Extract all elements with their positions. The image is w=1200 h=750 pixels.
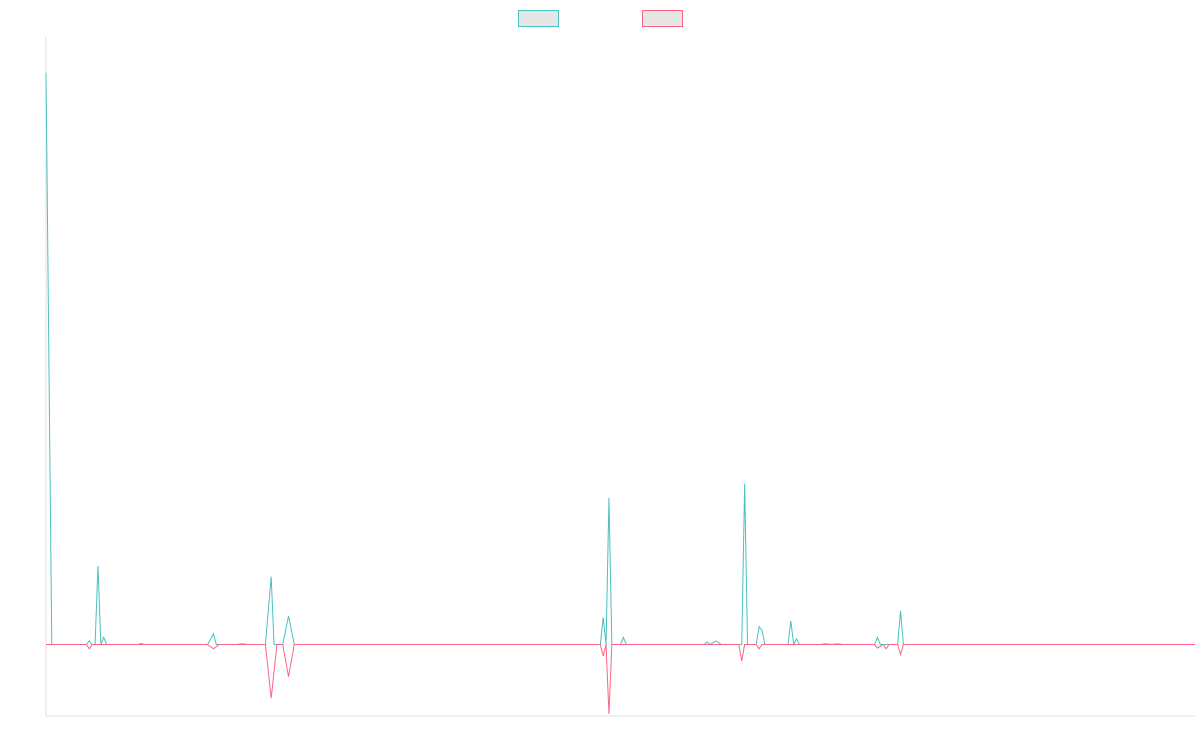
plot-area	[45, 72, 1195, 714]
series-line-2	[46, 643, 1195, 714]
legend-swatch-2	[642, 10, 683, 27]
legend	[518, 10, 683, 27]
series-line-1	[45, 72, 1195, 647]
legend-item-2[interactable]	[642, 10, 683, 27]
legend-swatch-1	[518, 10, 559, 27]
legend-item-1[interactable]	[518, 10, 559, 27]
axes	[45, 37, 1195, 717]
